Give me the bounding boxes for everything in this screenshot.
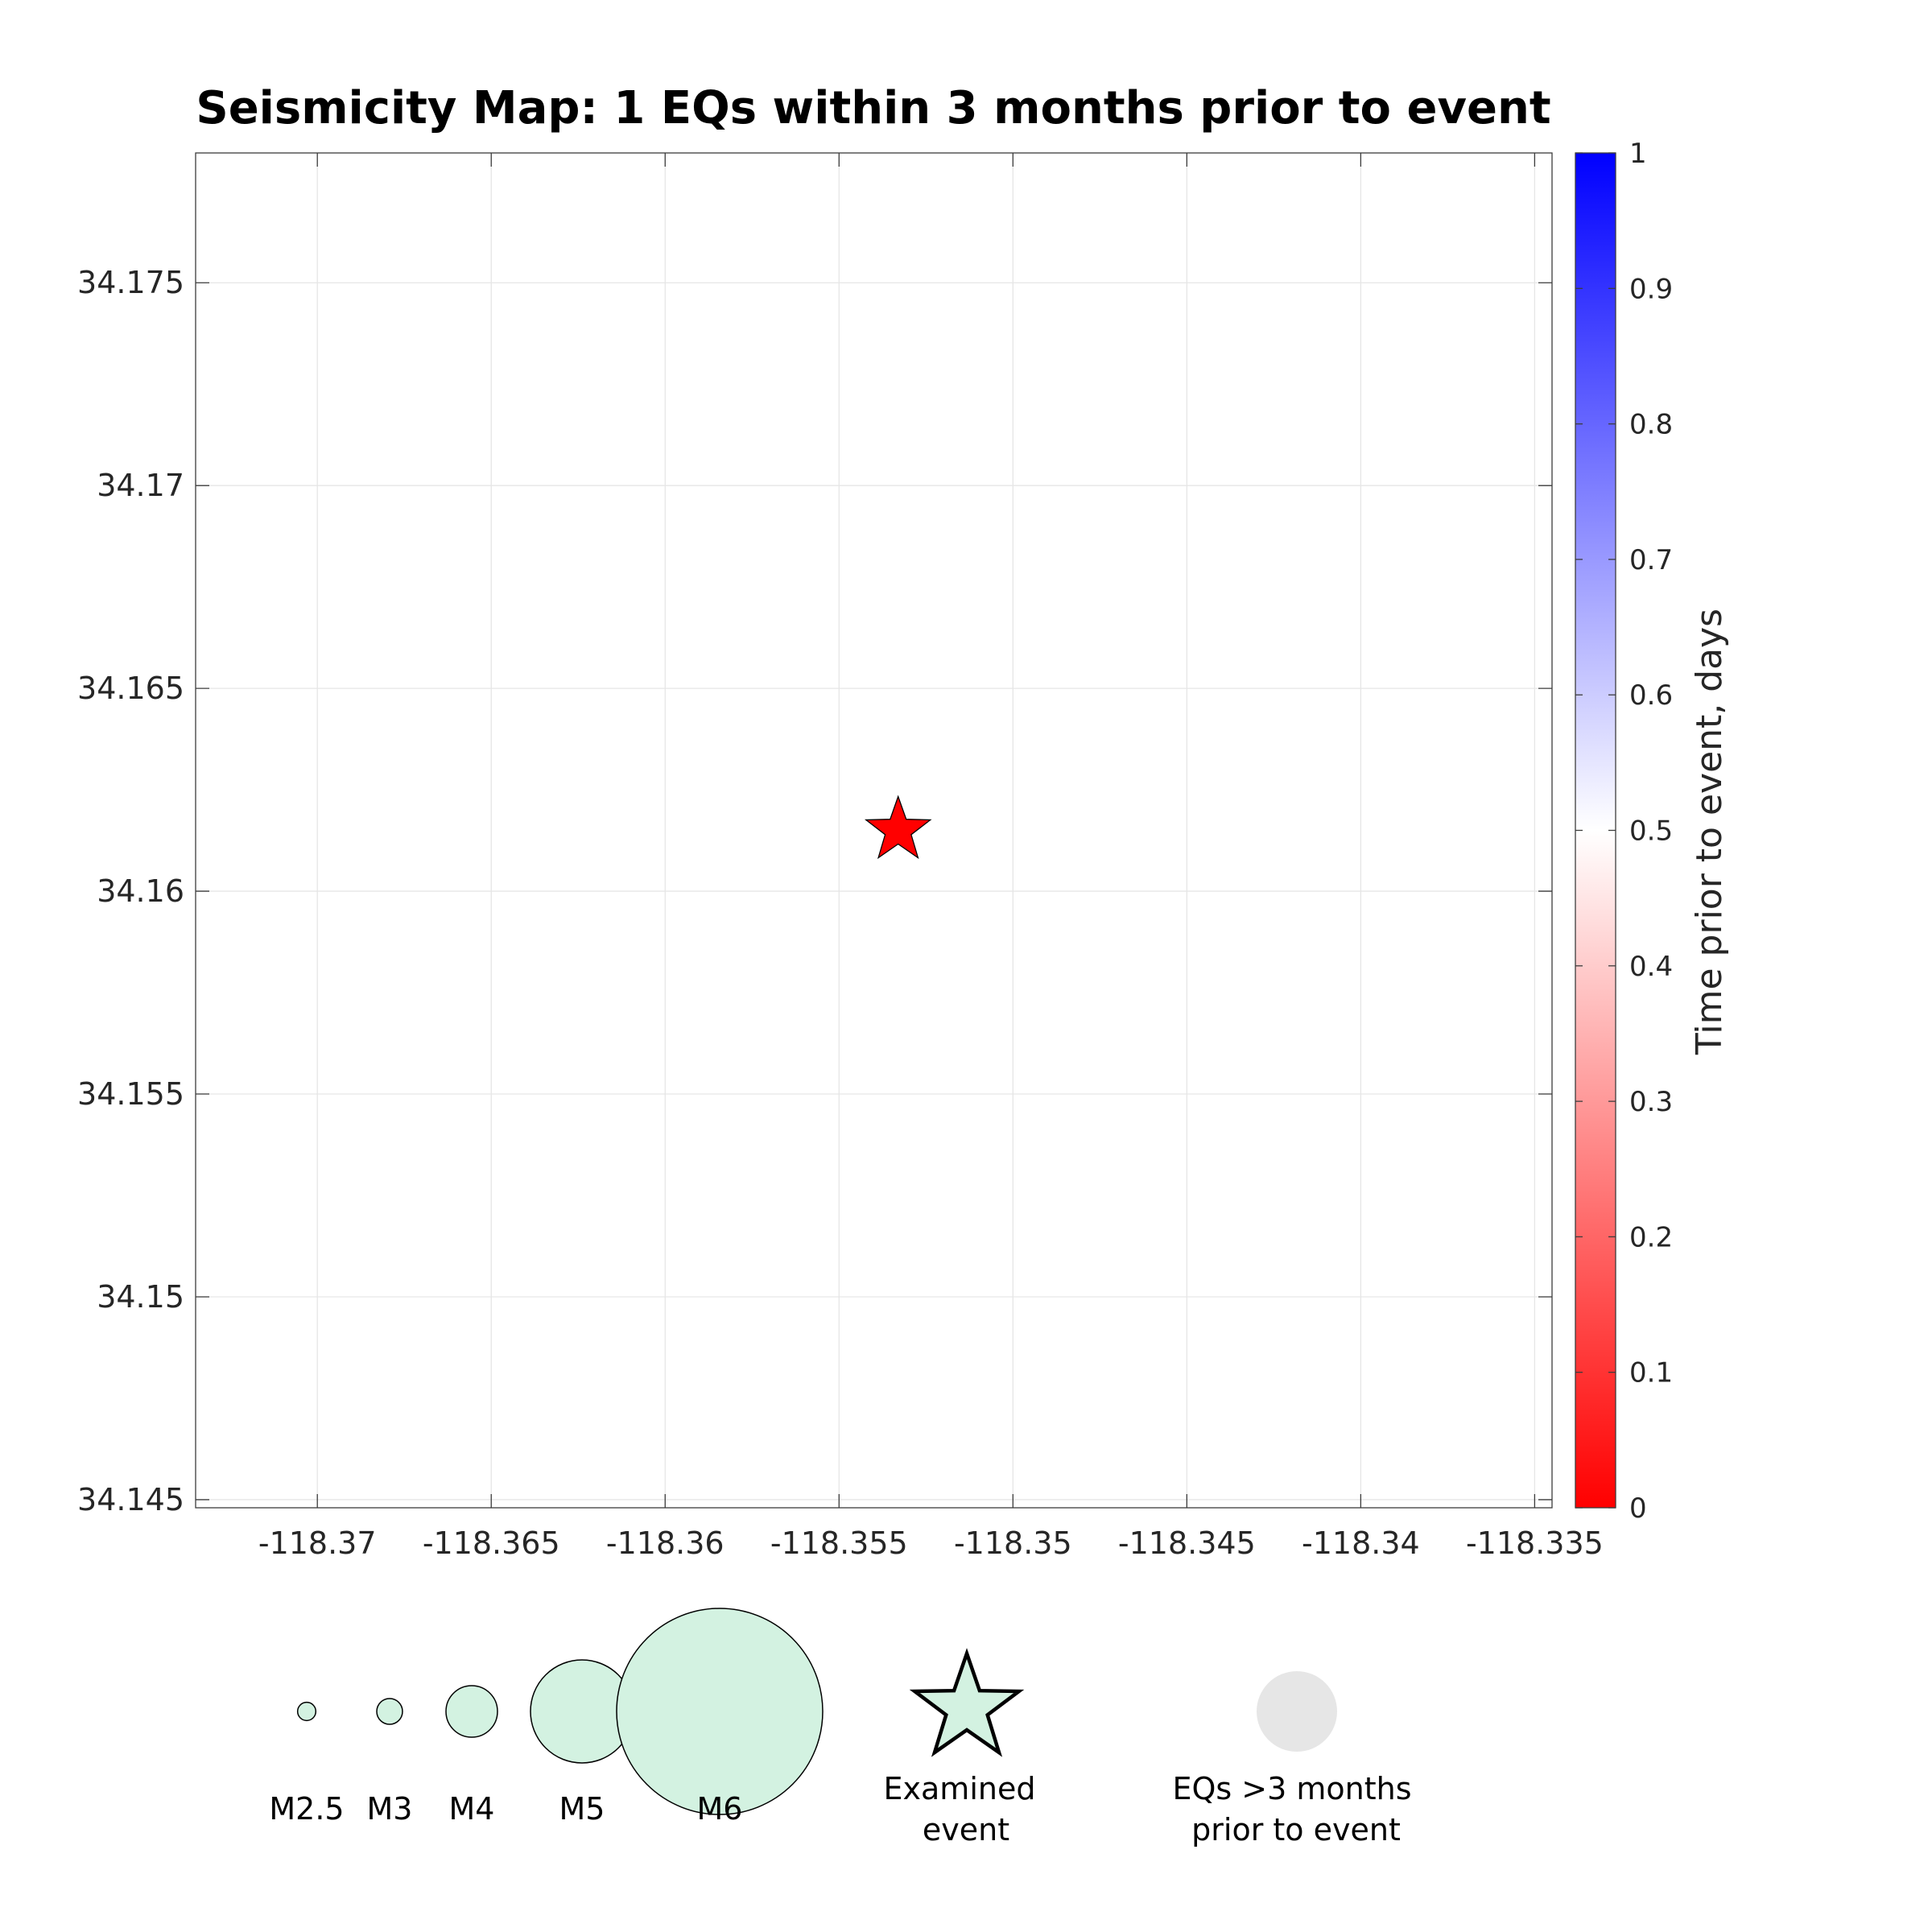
x-tick-label: -118.35 bbox=[954, 1525, 1072, 1561]
y-tick-label: 34.165 bbox=[77, 671, 184, 706]
colorbar-tick-label: 0.8 bbox=[1629, 409, 1673, 441]
magnitude-legend-label: M4 bbox=[449, 1791, 495, 1827]
magnitude-legend-label: M6 bbox=[697, 1791, 743, 1827]
axis-ticks bbox=[196, 153, 1552, 1508]
old-eqs-label-line1: EQs >3 months bbox=[1172, 1771, 1411, 1806]
chart-title: Seismicity Map: 1 EQs within 3 months pr… bbox=[196, 82, 1550, 134]
x-tick-label: -118.345 bbox=[1118, 1525, 1256, 1561]
colorbar-tick-label: 0.3 bbox=[1629, 1086, 1673, 1118]
magnitude-legend-circle bbox=[616, 1608, 824, 1815]
magnitude-legend-circle bbox=[296, 1701, 317, 1722]
old-eqs-label-line2: prior to event bbox=[1191, 1812, 1401, 1847]
x-tick-labels: -118.37 -118.365 -118.36 -118.355 -118.35 -11… bbox=[258, 1525, 1604, 1561]
size-legend: M2.5 M3 M4 M5 M6 bbox=[269, 1608, 824, 1827]
magnitude-legend-circle bbox=[376, 1698, 403, 1725]
colorbar-tick-label: 0.4 bbox=[1629, 951, 1673, 983]
examined-event-star-icon bbox=[909, 1648, 1025, 1757]
x-tick-label: -118.335 bbox=[1466, 1525, 1604, 1561]
x-tick-label: -118.34 bbox=[1302, 1525, 1420, 1561]
colorbar-tick-label: 0.7 bbox=[1629, 544, 1673, 576]
x-tick-label: -118.365 bbox=[423, 1525, 560, 1561]
colorbar-tick-label: 1 bbox=[1629, 138, 1647, 170]
examined-event-star bbox=[864, 795, 932, 860]
magnitude-legend-circle bbox=[445, 1685, 498, 1738]
y-tick-label: 34.175 bbox=[77, 265, 184, 300]
examined-event-label-line1: Examined bbox=[884, 1771, 1036, 1806]
plot-frame bbox=[195, 152, 1553, 1509]
colorbar-tick-label: 0.6 bbox=[1629, 679, 1673, 712]
colorbar-tick-label: 0 bbox=[1629, 1492, 1647, 1525]
x-tick-label: -118.37 bbox=[258, 1525, 377, 1561]
colorbar-tick-labels: 0 0.1 0.2 0.3 0.4 0.5 0.6 0.7 0.8 0.9 1 bbox=[1629, 138, 1673, 1525]
grid-lines bbox=[196, 153, 1552, 1508]
magnitude-legend-label: M5 bbox=[559, 1791, 605, 1827]
x-tick-label: -118.36 bbox=[606, 1525, 724, 1561]
colorbar-frame bbox=[1575, 152, 1616, 1509]
y-tick-label: 34.15 bbox=[97, 1279, 184, 1315]
colorbar-tick-label: 0.1 bbox=[1629, 1357, 1673, 1389]
y-tick-label: 34.145 bbox=[77, 1482, 184, 1517]
y-tick-label: 34.16 bbox=[97, 873, 184, 909]
magnitude-legend-label: M2.5 bbox=[269, 1791, 344, 1827]
colorbar-label: Time prior to event, days bbox=[1689, 609, 1730, 1055]
colorbar-tick-label: 0.2 bbox=[1629, 1221, 1673, 1253]
y-tick-label: 34.17 bbox=[97, 468, 184, 503]
x-tick-label: -118.355 bbox=[770, 1525, 908, 1561]
examined-event-label-line2: event bbox=[923, 1812, 1009, 1847]
y-tick-labels: 34.145 34.15 34.155 34.16 34.165 34.17 34.175 bbox=[77, 265, 184, 1517]
magnitude-legend-label: M3 bbox=[367, 1791, 413, 1827]
colorbar-tick-label: 0.5 bbox=[1629, 815, 1673, 848]
colorbar-tick-label: 0.9 bbox=[1629, 273, 1673, 305]
data-points bbox=[864, 795, 932, 860]
old-eqs-legend-marker bbox=[1257, 1671, 1337, 1752]
y-tick-label: 34.155 bbox=[77, 1076, 184, 1112]
plot-area bbox=[196, 153, 1552, 1508]
